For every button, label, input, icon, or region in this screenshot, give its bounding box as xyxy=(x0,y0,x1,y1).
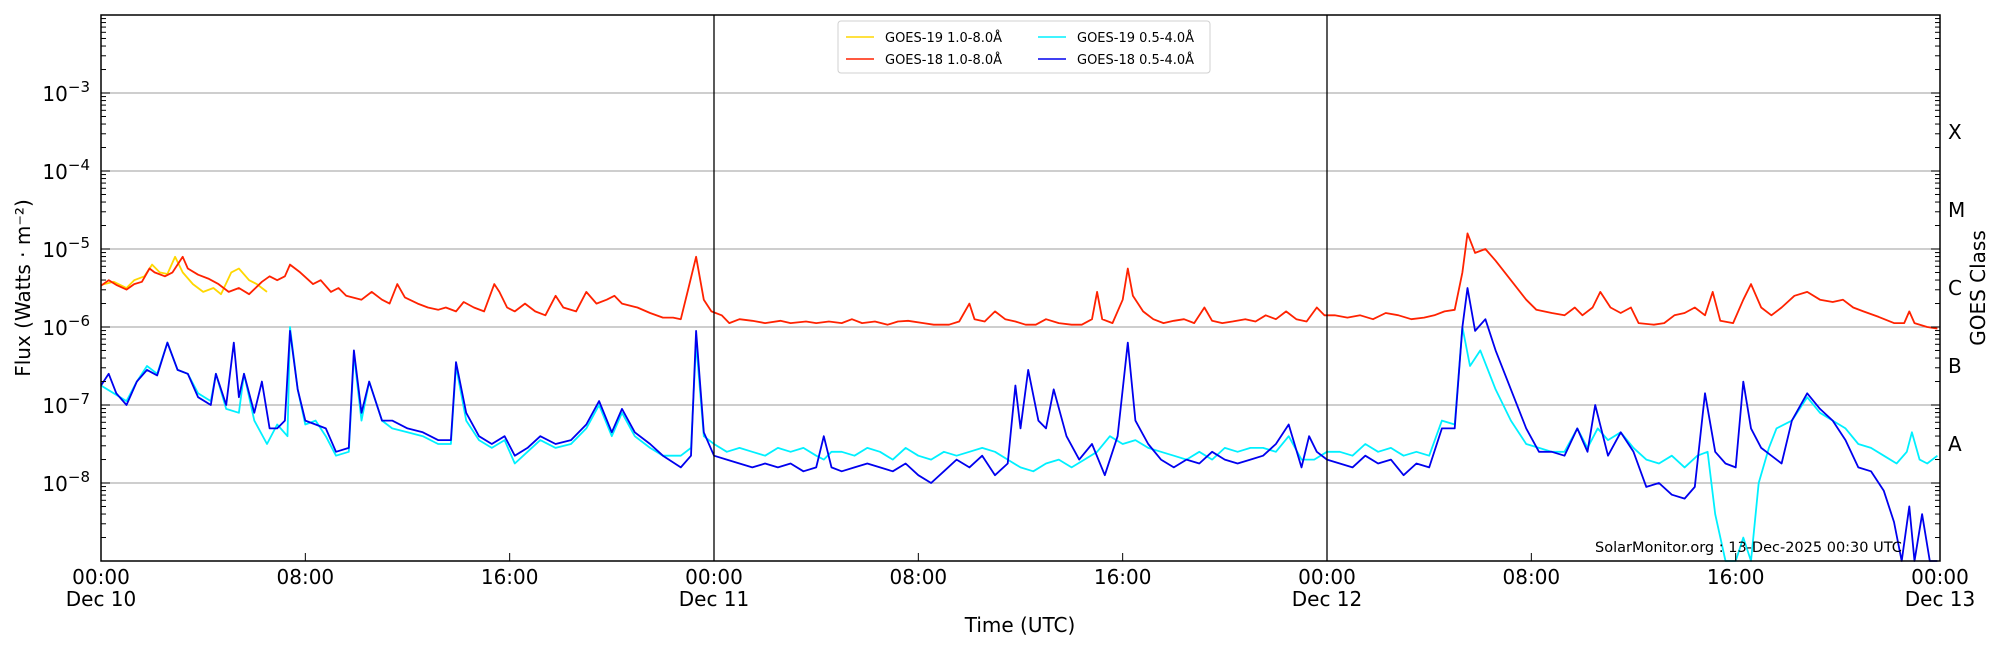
x-tick-date: Dec 12 xyxy=(1292,587,1363,611)
x-tick-label: 00:00 xyxy=(72,565,130,589)
x-tick-label: 08:00 xyxy=(1503,565,1561,589)
series-lines xyxy=(100,232,1938,562)
goes-class-label: C xyxy=(1948,276,1962,300)
y-tick-label: 10−7 xyxy=(42,390,90,418)
x-tick-label: 08:00 xyxy=(890,565,948,589)
y-tick-label: 10−6 xyxy=(42,312,90,340)
legend-label: GOES-19 0.5-4.0Å xyxy=(1077,30,1194,46)
x-tick-label: 16:00 xyxy=(481,565,539,589)
x-tick-label: 00:00 xyxy=(1298,565,1356,589)
legend-label: GOES-19 1.0-8.0Å xyxy=(885,30,1002,46)
x-tick-date: Dec 11 xyxy=(679,587,750,611)
plot-frame xyxy=(100,14,1941,562)
series-line xyxy=(100,255,268,296)
gridlines xyxy=(101,92,1940,484)
x-tick-label: 16:00 xyxy=(1707,565,1765,589)
goes-class-label: A xyxy=(1948,432,1962,456)
y-tick-label: 10−4 xyxy=(42,156,90,184)
legend-label: GOES-18 0.5-4.0Å xyxy=(1077,52,1194,68)
y-axis-ticks: 10−3 10−4 10−5 10−6 10−7 10−8 xyxy=(42,78,90,496)
y-tick-label: 10−3 xyxy=(42,78,90,106)
series-line xyxy=(100,326,1938,562)
y-tick-label: 10−5 xyxy=(42,234,90,262)
y-axis-label: Flux (Watts · m⁻²) xyxy=(11,199,35,377)
minor-ticks xyxy=(101,18,1940,562)
legend: GOES-19 1.0-8.0Å GOES-18 1.0-8.0Å GOES-19 … xyxy=(837,20,1211,74)
y-tick-label: 10−8 xyxy=(42,468,90,496)
x-tick-label: 00:00 xyxy=(685,565,743,589)
goes-class-label: M xyxy=(1948,198,1965,222)
goes-class-label: X xyxy=(1948,120,1962,144)
x-axis-label: Time (UTC) xyxy=(964,613,1076,637)
legend-label: GOES-18 1.0-8.0Å xyxy=(885,52,1002,68)
goes-class-label: B xyxy=(1948,354,1962,378)
x-tick-date: Dec 10 xyxy=(66,587,137,611)
series-line xyxy=(100,287,1938,562)
y-axis-right-label: GOES Class xyxy=(1966,230,1990,346)
x-tick-label: 16:00 xyxy=(1094,565,1152,589)
x-tick-label: 00:00 xyxy=(1911,565,1969,589)
x-tick-date: Dec 13 xyxy=(1905,587,1976,611)
x-tick-label: 08:00 xyxy=(277,565,335,589)
credit-annotation: SolarMonitor.org : 13-Dec-2025 00:30 UTC xyxy=(1595,540,1902,556)
day-boundary-lines xyxy=(713,15,1328,561)
goes-class-labels: X M C B A xyxy=(1948,120,1965,456)
series-line xyxy=(100,232,1938,330)
